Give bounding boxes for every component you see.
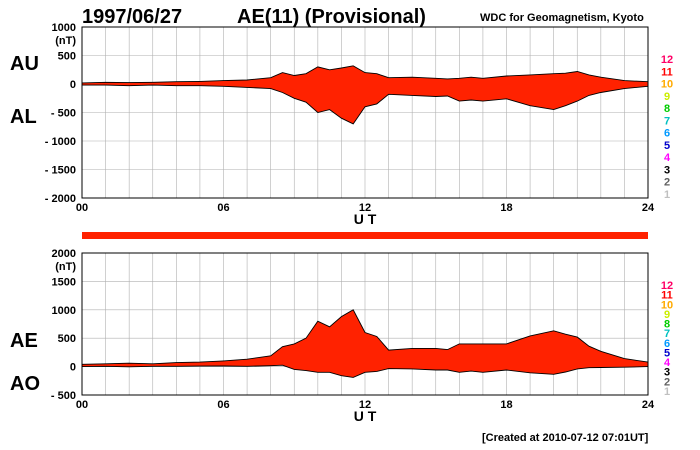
month-legend-item: 12 <box>661 54 673 66</box>
month-legend-item: 6 <box>664 338 670 350</box>
envelope-fill <box>82 65 648 124</box>
month-legend-item: 1 <box>664 189 670 201</box>
y-tick-label: - 500 <box>51 390 76 402</box>
month-legend-item: 4 <box>664 152 671 164</box>
y-tick-label: 500 <box>58 333 76 345</box>
unit-label: (nT) <box>55 35 76 47</box>
x-tick-label: 06 <box>217 202 229 214</box>
month-legend-item: 12 <box>661 280 673 292</box>
y-tick-label: - 1000 <box>45 136 76 148</box>
x-tick-label: 12 <box>359 399 371 411</box>
month-legend-item: 9 <box>664 91 670 103</box>
y-tick-label: 1000 <box>52 22 76 34</box>
x-tick-label: 24 <box>642 399 655 411</box>
month-legend-item: 1 <box>664 386 670 398</box>
y-tick-label: 1500 <box>52 276 76 288</box>
month-legend-item: 2 <box>664 177 670 189</box>
series-label-ae: AE <box>10 330 38 352</box>
month-legend-item: 9 <box>664 309 670 321</box>
month-legend-item: 11 <box>661 66 673 78</box>
month-legend-item: 10 <box>661 299 673 311</box>
separator-bar <box>82 232 648 239</box>
series-line-ae <box>81 309 649 365</box>
y-tick-label: 500 <box>58 51 76 63</box>
y-tick-label: 0 <box>70 362 76 374</box>
month-legend-item: 2 <box>664 376 670 388</box>
series-label-ao: AO <box>10 373 40 395</box>
source-label: WDC for Geomagnetism, Kyoto <box>480 12 644 24</box>
month-legend-item: 7 <box>664 115 670 127</box>
unit-label: (nT) <box>55 261 76 273</box>
month-legend-item: 8 <box>664 319 670 331</box>
x-tick-label: 00 <box>76 399 88 411</box>
month-legend-item: 8 <box>664 103 670 115</box>
month-legend-item: 6 <box>664 128 670 140</box>
x-axis-label: U T <box>354 211 377 227</box>
x-tick-label: 06 <box>217 399 229 411</box>
x-axis-label: U T <box>354 408 377 424</box>
index-title: AE(11) (Provisional) <box>237 6 426 28</box>
month-legend-item: 5 <box>664 140 670 152</box>
series-line-ao <box>81 364 649 378</box>
month-legend-item: 3 <box>664 367 670 379</box>
series-label-al: AL <box>10 106 37 128</box>
created-timestamp: [Created at 2010-07-12 07:01UT] <box>482 432 649 444</box>
y-tick-label: - 500 <box>51 108 76 120</box>
plot-frame <box>81 252 649 396</box>
x-tick-label: 00 <box>76 202 88 214</box>
month-legend-item: 4 <box>664 357 671 369</box>
month-legend-item: 3 <box>664 164 670 176</box>
date-title: 1997/06/27 <box>82 6 183 28</box>
x-tick-label: 24 <box>642 202 655 214</box>
y-tick-label: - 1500 <box>45 165 76 177</box>
series-line-al <box>82 84 649 125</box>
x-tick-label: 12 <box>359 202 371 214</box>
y-tick-label: 1000 <box>52 305 76 317</box>
y-tick-label: - 2000 <box>45 193 76 205</box>
y-tick-label: 2000 <box>52 248 76 260</box>
month-legend-item: 7 <box>664 328 670 340</box>
x-tick-label: 18 <box>500 399 512 411</box>
x-tick-label: 18 <box>500 202 512 214</box>
month-legend-item: 10 <box>661 79 673 91</box>
month-legend-item: 5 <box>664 347 670 359</box>
plot-frame <box>81 26 649 199</box>
series-label-au: AU <box>10 53 39 75</box>
y-tick-label: 0 <box>70 79 76 91</box>
month-legend-item: 11 <box>661 290 673 302</box>
envelope-fill <box>82 309 648 378</box>
series-line-au <box>81 65 649 84</box>
